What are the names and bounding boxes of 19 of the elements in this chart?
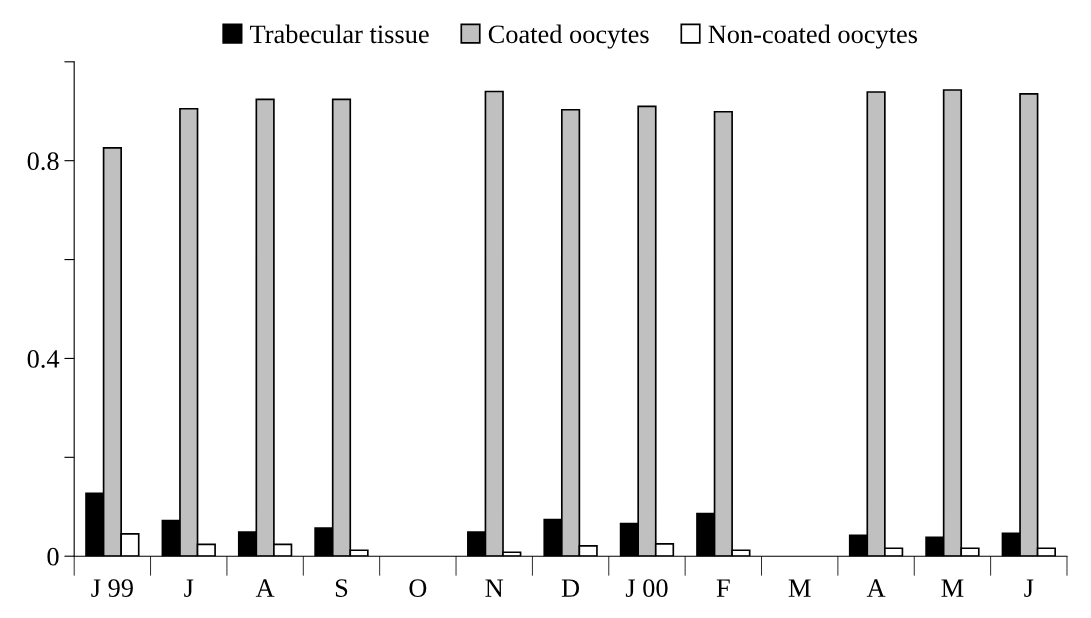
- x-tick-label: M: [788, 579, 811, 597]
- x-tick-label: O: [409, 579, 427, 597]
- x-tick-label: N: [485, 579, 504, 597]
- x-tick-label: A: [255, 579, 275, 597]
- x-tick-label: J: [1024, 579, 1034, 597]
- x-tick-label: J 00: [625, 579, 668, 597]
- y-tick-label: 0.8: [27, 152, 59, 171]
- legend-label: Non-coated oocytes: [708, 24, 918, 49]
- legend-label: Coated oocytes: [488, 24, 649, 49]
- y-tick-label: 0: [47, 547, 59, 566]
- x-tick-label: D: [561, 579, 580, 597]
- x-tick-label: M: [941, 579, 964, 597]
- x-tick-label: J 99: [91, 579, 133, 597]
- x-tick-label: F: [716, 579, 730, 597]
- x-tick-label: J: [184, 579, 194, 597]
- x-tick-label: A: [866, 579, 886, 597]
- legend-label: Trabecular tissue: [250, 24, 429, 44]
- y-tick-label: 0.4: [27, 350, 60, 368]
- x-tick-label: S: [335, 579, 348, 597]
